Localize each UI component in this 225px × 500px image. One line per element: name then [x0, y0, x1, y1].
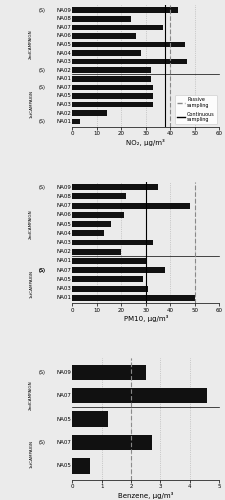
X-axis label: NO₂, μg/m³: NO₂, μg/m³ [126, 138, 164, 145]
Text: (S): (S) [39, 268, 46, 272]
Text: 1stCAMPAIGN: 1stCAMPAIGN [29, 270, 33, 298]
Bar [72, 102, 153, 107]
Text: 2ndCAMPAIGN: 2ndCAMPAIGN [29, 30, 33, 60]
Bar [72, 212, 123, 218]
Bar [72, 295, 194, 301]
Text: (S): (S) [39, 184, 46, 190]
Bar [72, 276, 143, 282]
Bar [72, 258, 145, 264]
Bar [72, 68, 150, 73]
Text: 2ndCAMPAIGN: 2ndCAMPAIGN [29, 209, 33, 239]
Bar [72, 267, 165, 273]
Bar [72, 412, 107, 426]
Bar [72, 33, 135, 38]
Bar [72, 286, 148, 292]
Bar [72, 59, 187, 64]
Text: (S): (S) [39, 440, 46, 445]
Bar [72, 93, 153, 98]
Text: 2ndCAMPAIGN: 2ndCAMPAIGN [29, 381, 33, 410]
Text: (S): (S) [39, 85, 46, 90]
Bar [72, 388, 207, 404]
Bar [72, 50, 140, 56]
X-axis label: PM10, μg/m³: PM10, μg/m³ [123, 316, 167, 322]
Bar [72, 16, 130, 22]
Text: (S): (S) [39, 8, 46, 12]
Bar [72, 24, 162, 30]
Text: (S): (S) [39, 370, 46, 375]
Bar [72, 240, 153, 246]
Bar [72, 119, 79, 124]
X-axis label: Benzene, μg/m³: Benzene, μg/m³ [117, 492, 173, 499]
Bar [72, 76, 150, 82]
Bar [72, 221, 111, 227]
Bar [72, 8, 177, 13]
Text: 1stCAMPAIGN: 1stCAMPAIGN [29, 440, 33, 468]
Bar [72, 110, 106, 116]
Bar [72, 230, 104, 236]
Bar [72, 435, 151, 450]
Bar [72, 42, 184, 47]
Bar [72, 184, 157, 190]
Bar [72, 202, 189, 208]
Bar [72, 84, 153, 90]
Bar [72, 248, 121, 254]
Legend: Passive
sampling, Continuous
sampling: Passive sampling, Continuous sampling [175, 95, 216, 124]
Text: (S): (S) [39, 119, 46, 124]
Text: (S): (S) [39, 68, 46, 72]
Bar [72, 194, 126, 200]
Bar [72, 458, 90, 473]
Bar [72, 364, 145, 380]
Text: 1stCAMPAIGN: 1stCAMPAIGN [29, 90, 33, 118]
Text: (S): (S) [39, 268, 46, 272]
